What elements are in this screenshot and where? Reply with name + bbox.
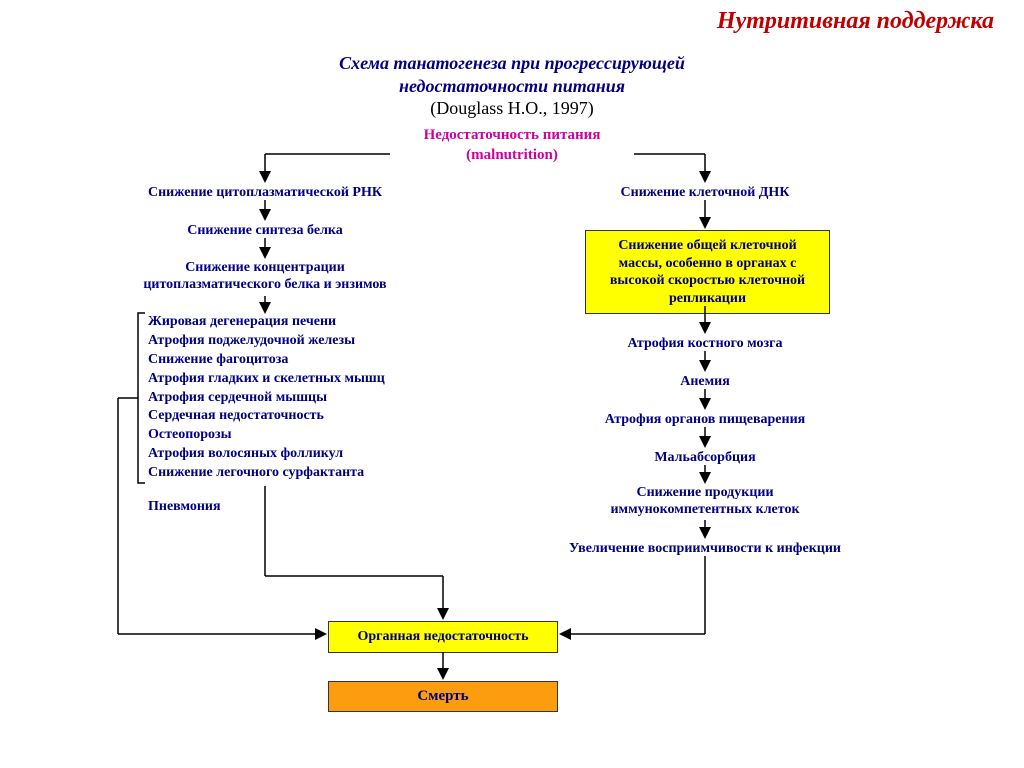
right-box1-l4: репликации [669, 291, 746, 306]
organ-failure-box: Органная недостаточность [328, 621, 558, 653]
list-item: Атрофия гладких и скелетных мышц [148, 370, 478, 389]
right-n1: Снижение клеточной ДНК [555, 184, 855, 202]
flowchart-title: Схема танатогенеза при прогрессирующей н… [0, 52, 1024, 120]
right-n5: Мальабсорбция [555, 449, 855, 467]
left-list: Жировая дегенерация печени Атрофия подже… [148, 313, 478, 483]
list-item: Жировая дегенерация печени [148, 313, 478, 332]
root-line2: (malnutrition) [466, 147, 558, 163]
list-item: Остеопорозы [148, 426, 478, 445]
title-line2: недостаточности питания [399, 76, 625, 96]
list-item: Снижение легочного сурфактанта [148, 464, 478, 483]
root-line1: Недостаточность питания [424, 127, 601, 143]
left-pneumonia: Пневмония [148, 498, 328, 516]
list-item: Снижение фагоцитоза [148, 351, 478, 370]
right-n6: Снижение продукции иммунокомпетентных кл… [555, 485, 855, 519]
right-box1: Снижение общей клеточной массы, особенно… [585, 230, 830, 314]
list-item: Атрофия поджелудочной железы [148, 332, 478, 351]
right-n4: Атрофия органов пищеварения [555, 411, 855, 429]
right-n2: Атрофия костного мозга [555, 335, 855, 353]
right-box1-l1: Снижение общей клеточной [618, 238, 796, 253]
left-n2: Снижение синтеза белка [115, 222, 415, 240]
right-n6-l1: Снижение продукции [636, 485, 773, 500]
right-n6-l2: иммунокомпетентных клеток [610, 502, 799, 517]
right-n3: Анемия [555, 373, 855, 391]
left-n3-l2: цитоплазматического белка и энзимов [143, 277, 386, 292]
right-box1-l3: высокой скоростью клеточной [610, 273, 805, 288]
page-header: Нутритивная поддержка [717, 8, 994, 35]
left-n3-l1: Снижение концентрации [185, 260, 345, 275]
list-item: Атрофия сердечной мышцы [148, 389, 478, 408]
right-box1-l2: массы, особенно в органах с [619, 256, 797, 271]
list-item: Атрофия волосяных фолликул [148, 445, 478, 464]
list-item: Сердечная недостаточность [148, 407, 478, 426]
title-citation: (Douglass H.O., 1997) [430, 98, 594, 118]
left-n3: Снижение концентрации цитоплазматическог… [115, 260, 415, 294]
death-box: Смерть [328, 681, 558, 712]
root-node: Недостаточность питания (malnutrition) [390, 126, 634, 165]
right-n7: Увеличение восприимчивости к инфекции [530, 540, 880, 558]
left-n1: Снижение цитоплазматической РНК [115, 184, 415, 202]
title-line1: Схема танатогенеза при прогрессирующей [339, 53, 685, 73]
